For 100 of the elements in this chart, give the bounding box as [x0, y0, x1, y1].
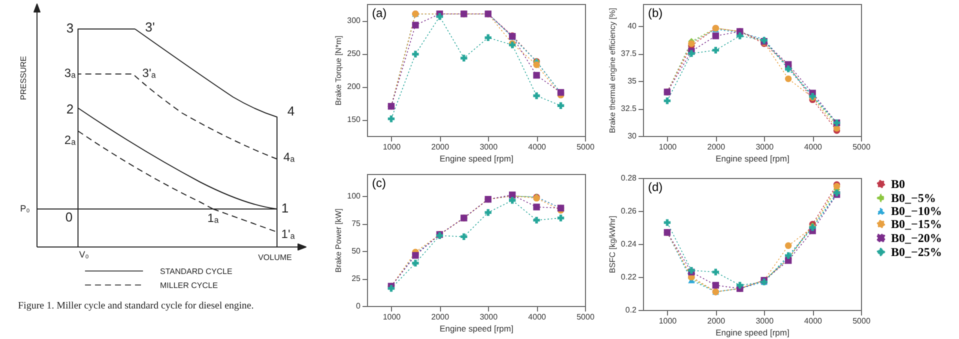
chart-title: (c)	[372, 176, 386, 190]
text: 1	[281, 200, 289, 216]
legend-label: B0_−10%	[891, 204, 942, 218]
text: 0	[65, 209, 73, 224]
point	[533, 72, 540, 79]
point	[412, 260, 419, 266]
point	[664, 97, 671, 104]
text: 1'ₐ	[281, 227, 296, 242]
y-tick-label: 0.26	[620, 206, 638, 216]
point	[557, 214, 564, 222]
text: 3'ₐ	[142, 66, 156, 80]
x-tick-label: 2000	[431, 312, 450, 322]
text: 3ₐ	[64, 66, 76, 80]
text: VOLUME	[258, 253, 292, 262]
x-axis-title: Engine speed [rpm]	[440, 324, 514, 334]
text: 4ₐ	[283, 150, 296, 164]
y-tick-label: 35	[628, 76, 638, 86]
x-tick-label: 1000	[382, 312, 402, 322]
x-axis-title: Engine speed [rpm]	[716, 328, 790, 338]
y-tick-label: 0	[356, 302, 362, 310]
x-tick-label: 2000	[431, 142, 450, 152]
point	[784, 75, 792, 82]
x-tick-label: 3000	[480, 312, 498, 322]
text: 3	[66, 20, 74, 36]
y-tick-label: 0.2	[625, 306, 638, 314]
x-tick-label: 3000	[480, 142, 498, 152]
x-tick-label: 2000	[707, 142, 726, 152]
point	[388, 115, 395, 122]
chart-title: (a)	[372, 6, 387, 20]
x-tick-label: 5000	[852, 316, 871, 326]
y-tick-label: 50	[352, 246, 362, 256]
x-tick-label: 5000	[576, 312, 595, 322]
x-tick-label: 4000	[528, 142, 547, 152]
y-tick-label: 100	[347, 192, 362, 200]
y-axis-title: Brake thermal engine efficiency [%]	[608, 8, 617, 134]
x-tick-label: 1000	[382, 142, 402, 152]
x-tick-label: 1000	[658, 142, 678, 152]
x-tick-label: 5000	[576, 142, 595, 152]
text: STANDARD CYCLE	[160, 267, 232, 276]
point	[460, 54, 468, 62]
x-tick-label: 4000	[804, 142, 823, 152]
text: 4	[287, 103, 295, 118]
x-tick-label: 3000	[756, 316, 774, 326]
y-tick-label: 25	[352, 274, 362, 283]
legend-label: B0_−5%	[891, 191, 936, 205]
x-axis-title: Engine speed [rpm]	[716, 154, 790, 164]
y-tick-label: 200	[347, 82, 362, 91]
text: P₀	[20, 203, 30, 214]
point	[484, 209, 492, 216]
x-tick-label: 5000	[852, 142, 871, 152]
point	[736, 32, 744, 40]
y-tick-label: 0.28	[620, 174, 638, 182]
point	[533, 61, 540, 68]
x-tick-label: 4000	[804, 316, 823, 326]
y-axis-title: BSFC [kg/kWhr]	[608, 216, 617, 274]
point	[712, 32, 720, 40]
legend-label: B0_−20%	[891, 231, 942, 245]
point	[712, 282, 720, 289]
legend-label: B0_−15%	[891, 217, 942, 231]
point	[533, 204, 540, 210]
y-axis-title: Brake Power [kW]	[334, 208, 344, 273]
point	[533, 216, 540, 224]
point	[664, 219, 671, 226]
x-tick-label: 4000	[528, 312, 547, 322]
text: 2ₐ	[64, 133, 76, 148]
y-tick-label: 75	[352, 219, 362, 228]
chart-title: (b)	[648, 6, 663, 20]
point	[412, 50, 419, 58]
point	[388, 285, 395, 292]
point	[712, 46, 720, 54]
text: V₀	[79, 249, 90, 260]
x-axis-title: Engine speed [rpm]	[440, 154, 514, 164]
point	[688, 50, 695, 57]
point	[736, 282, 744, 289]
y-tick-label: 37.5	[620, 49, 638, 58]
y-tick-label: 0.22	[620, 272, 638, 282]
text: PRESSURE	[19, 56, 28, 100]
text: 3'	[145, 19, 155, 34]
point	[436, 13, 444, 20]
point	[460, 233, 468, 240]
point	[508, 197, 516, 204]
chart-title: (d)	[648, 180, 663, 194]
y-tick-label: 250	[347, 49, 362, 58]
point	[484, 34, 492, 42]
y-tick-label: 32.5	[620, 104, 638, 113]
y-axis-title: Brake Torque [N*m]	[334, 36, 344, 106]
y-tick-label: 40	[628, 22, 638, 30]
point	[412, 22, 419, 28]
y-tick-label: 30	[628, 132, 638, 140]
x-tick-label: 1000	[658, 316, 678, 326]
point	[557, 102, 564, 109]
y-tick-label: 0.24	[620, 240, 638, 248]
legend-label: B0_−25%	[891, 245, 942, 259]
y-tick-label: 150	[347, 115, 362, 124]
point	[533, 92, 540, 100]
y-tick-label: 300	[347, 16, 362, 25]
caption: Figure 1. Miller cycle and standard cycle for diesel engine.	[18, 300, 254, 312]
legend-label: B0	[891, 177, 906, 191]
point	[784, 242, 792, 249]
point	[712, 268, 720, 276]
